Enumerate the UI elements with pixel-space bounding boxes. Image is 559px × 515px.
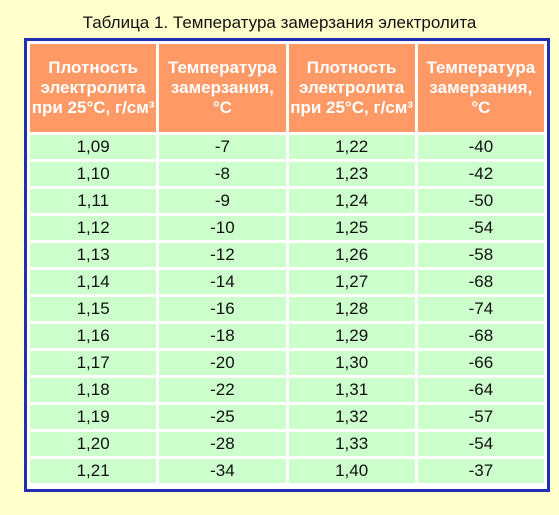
temperature-cell: -54 (417, 216, 544, 240)
header-density-1: Плотность электролита при 25°C, г/см³ (30, 44, 157, 132)
table-row: 1,20 -28 1,33 -54 (30, 432, 544, 456)
density-cell: 1,21 (30, 459, 157, 483)
table-row: 1,11 -9 1,24 -50 (30, 189, 544, 213)
temperature-cell: -42 (417, 162, 544, 186)
density-cell: 1,11 (30, 189, 157, 213)
temperature-cell: -58 (417, 243, 544, 267)
temperature-cell: -68 (417, 324, 544, 348)
freezing-temperature-table: Плотность электролита при 25°C, г/см³ Те… (24, 38, 550, 492)
table-row: 1,14 -14 1,27 -68 (30, 270, 544, 294)
density-cell: 1,33 (288, 432, 415, 456)
table-row: 1,16 -18 1,29 -68 (30, 324, 544, 348)
temperature-cell: -7 (159, 135, 286, 159)
density-cell: 1,27 (288, 270, 415, 294)
density-cell: 1,12 (30, 216, 157, 240)
temperature-cell: -25 (159, 405, 286, 429)
temperature-cell: -20 (159, 351, 286, 375)
temperature-cell: -57 (417, 405, 544, 429)
density-cell: 1,14 (30, 270, 157, 294)
temperature-cell: -54 (417, 432, 544, 456)
table-row: 1,10 -8 1,23 -42 (30, 162, 544, 186)
temperature-cell: -66 (417, 351, 544, 375)
table-row: 1,09 -7 1,22 -40 (30, 135, 544, 159)
temperature-cell: -68 (417, 270, 544, 294)
header-temp-2: Температура замерзания, °C (417, 44, 544, 132)
temperature-cell: -9 (159, 189, 286, 213)
density-cell: 1,13 (30, 243, 157, 267)
temperature-cell: -37 (417, 459, 544, 483)
table-row: 1,17 -20 1,30 -66 (30, 351, 544, 375)
temperature-cell: -18 (159, 324, 286, 348)
density-cell: 1,23 (288, 162, 415, 186)
temperature-cell: -12 (159, 243, 286, 267)
header-temp-1: Температура замерзания, °C (159, 44, 286, 132)
density-cell: 1,09 (30, 135, 157, 159)
header-density-2: Плотность электролита при 25°C, г/см³ (288, 44, 415, 132)
header-row: Плотность электролита при 25°C, г/см³ Те… (30, 44, 544, 132)
density-cell: 1,32 (288, 405, 415, 429)
temperature-cell: -40 (417, 135, 544, 159)
density-cell: 1,30 (288, 351, 415, 375)
density-cell: 1,18 (30, 378, 157, 402)
density-cell: 1,20 (30, 432, 157, 456)
table-row: 1,21 -34 1,40 -37 (30, 459, 544, 483)
density-cell: 1,15 (30, 297, 157, 321)
temperature-cell: -22 (159, 378, 286, 402)
density-cell: 1,10 (30, 162, 157, 186)
temperature-cell: -74 (417, 297, 544, 321)
density-cell: 1,40 (288, 459, 415, 483)
temperature-cell: -28 (159, 432, 286, 456)
table-row: 1,19 -25 1,32 -57 (30, 405, 544, 429)
temperature-cell: -16 (159, 297, 286, 321)
temperature-cell: -14 (159, 270, 286, 294)
temperature-cell: -10 (159, 216, 286, 240)
table-caption: Таблица 1. Температура замерзания электр… (82, 13, 477, 32)
data-table: Плотность электролита при 25°C, г/см³ Те… (27, 41, 547, 486)
density-cell: 1,19 (30, 405, 157, 429)
temperature-cell: -50 (417, 189, 544, 213)
density-cell: 1,29 (288, 324, 415, 348)
table-row: 1,18 -22 1,31 -64 (30, 378, 544, 402)
temperature-cell: -64 (417, 378, 544, 402)
table-body: 1,09 -7 1,22 -40 1,10 -8 1,23 -42 1,11 -9 1,24 -50 1… (30, 135, 544, 483)
density-cell: 1,24 (288, 189, 415, 213)
density-cell: 1,17 (30, 351, 157, 375)
density-cell: 1,16 (30, 324, 157, 348)
density-cell: 1,22 (288, 135, 415, 159)
density-cell: 1,25 (288, 216, 415, 240)
table-row: 1,13 -12 1,26 -58 (30, 243, 544, 267)
density-cell: 1,28 (288, 297, 415, 321)
temperature-cell: -8 (159, 162, 286, 186)
table-row: 1,12 -10 1,25 -54 (30, 216, 544, 240)
density-cell: 1,31 (288, 378, 415, 402)
table-row: 1,15 -16 1,28 -74 (30, 297, 544, 321)
density-cell: 1,26 (288, 243, 415, 267)
temperature-cell: -34 (159, 459, 286, 483)
